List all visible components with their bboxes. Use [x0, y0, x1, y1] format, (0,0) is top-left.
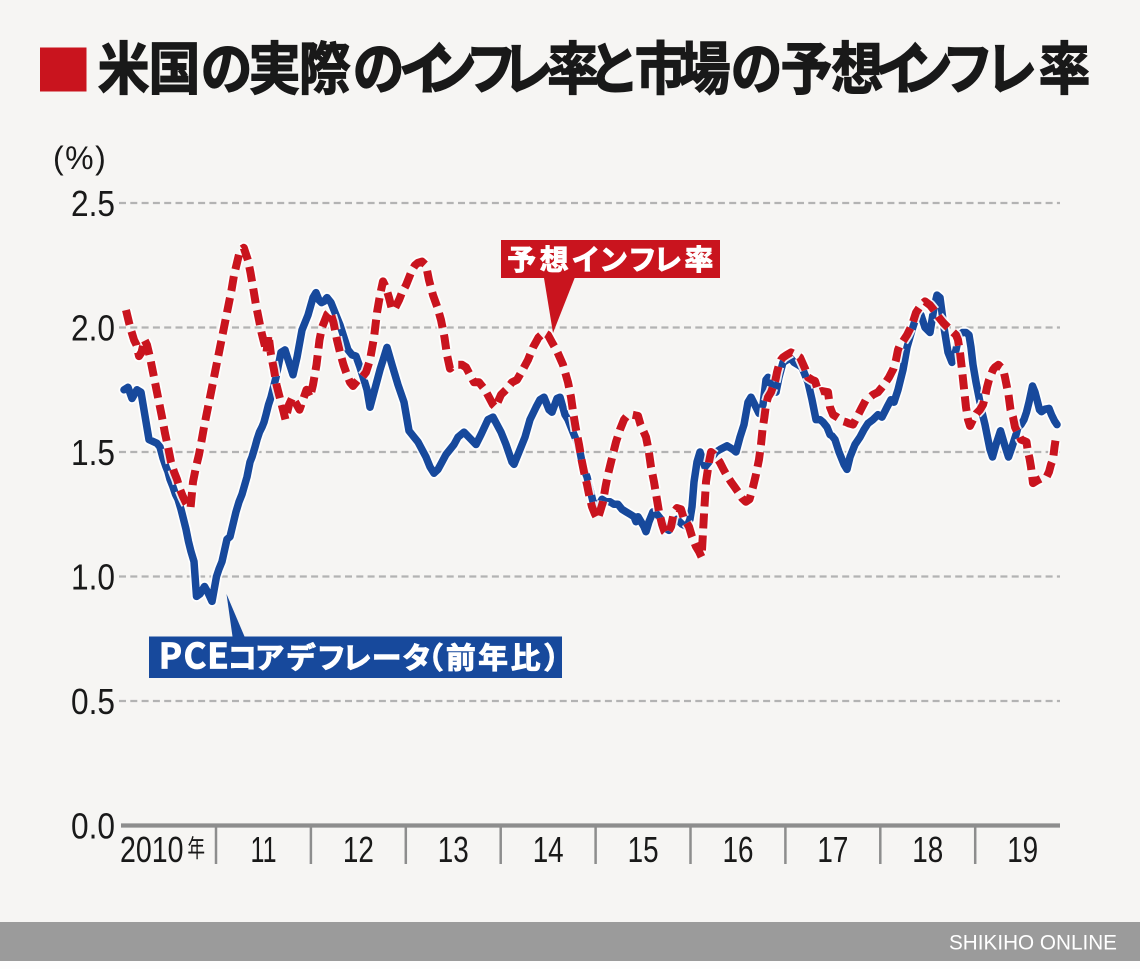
- svg-text:1.0: 1.0: [71, 557, 115, 598]
- svg-text:14: 14: [533, 829, 564, 870]
- svg-text:0.5: 0.5: [71, 681, 115, 722]
- svg-text:12: 12: [343, 829, 374, 870]
- svg-text:11: 11: [251, 829, 277, 870]
- svg-text:16: 16: [723, 829, 754, 870]
- svg-text:(%): (%): [53, 140, 107, 176]
- svg-text:13: 13: [438, 829, 469, 870]
- svg-text:19: 19: [1007, 829, 1038, 870]
- svg-text:1.5: 1.5: [71, 432, 115, 473]
- svg-text:2010: 2010: [120, 829, 184, 870]
- svg-text:SHIKIHO ONLINE: SHIKIHO ONLINE: [949, 931, 1117, 955]
- svg-text:0.0: 0.0: [71, 806, 115, 847]
- svg-text:18: 18: [912, 829, 943, 870]
- svg-text:2.0: 2.0: [71, 308, 115, 349]
- svg-text:15: 15: [628, 829, 659, 870]
- svg-text:2.5: 2.5: [71, 183, 115, 224]
- svg-text:17: 17: [817, 829, 848, 870]
